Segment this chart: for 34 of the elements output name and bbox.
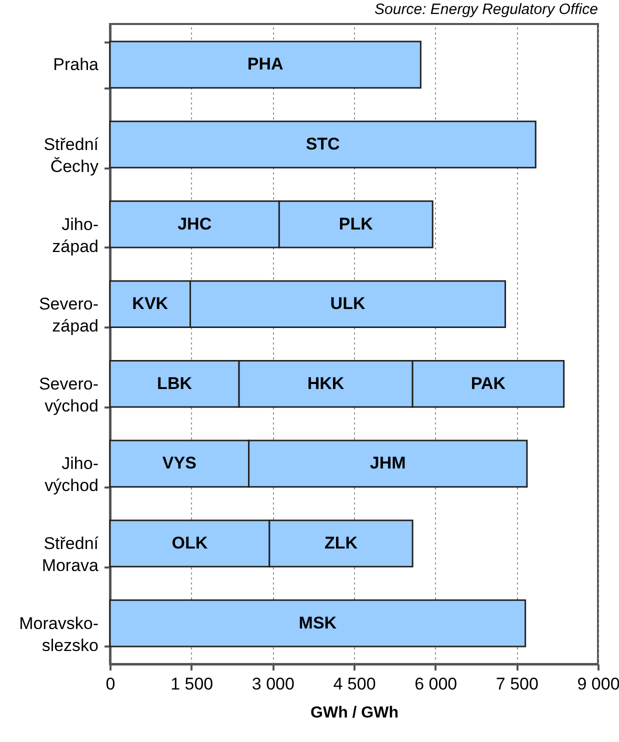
data-label: PHA <box>247 54 284 74</box>
y-tick-label: Praha <box>53 55 100 74</box>
bar <box>109 40 422 89</box>
y-tick-label: Severo-západ <box>38 294 98 336</box>
y-tick-label: Jiho-západ <box>52 214 98 256</box>
bar <box>109 120 536 168</box>
x-tick-label: 4 500 <box>333 674 376 694</box>
data-label: VYS <box>162 454 196 473</box>
data-label: PAK <box>470 374 506 393</box>
source-note: Source: Energy Regulatory Office <box>374 1 598 18</box>
x-tick-label: 1 500 <box>170 674 214 694</box>
x-axis-title: GWh / GWh <box>310 704 398 722</box>
x-tick-label: 0 <box>106 674 116 694</box>
data-label: JHM <box>370 454 406 473</box>
y-tick-label: Severo-východ <box>38 374 98 416</box>
data-label: STC <box>306 134 340 154</box>
y-tick-label: Jiho-východ <box>44 454 98 496</box>
data-label: HKK <box>307 374 345 393</box>
x-tick-label: 6 000 <box>414 674 458 694</box>
x-tick-label: 7 500 <box>496 674 538 694</box>
data-label: MSK <box>298 613 338 632</box>
data-label: PLK <box>338 214 374 234</box>
x-tick-label: 3 000 <box>252 674 294 694</box>
data-label: ULK <box>330 294 366 314</box>
data-label: KVK <box>132 294 169 314</box>
data-label: JHC <box>178 214 212 234</box>
y-tick-label: Střední Čechy <box>44 135 99 176</box>
data-label: ZLK <box>324 534 358 552</box>
data-label: LBK <box>157 374 193 393</box>
bar <box>109 599 526 648</box>
y-tick-label: Moravsko-slezsko <box>19 614 98 655</box>
x-tick-label: 9 000 <box>577 674 619 694</box>
y-tick-label: Střední Morava <box>42 534 100 575</box>
data-label: OLK <box>172 534 208 552</box>
